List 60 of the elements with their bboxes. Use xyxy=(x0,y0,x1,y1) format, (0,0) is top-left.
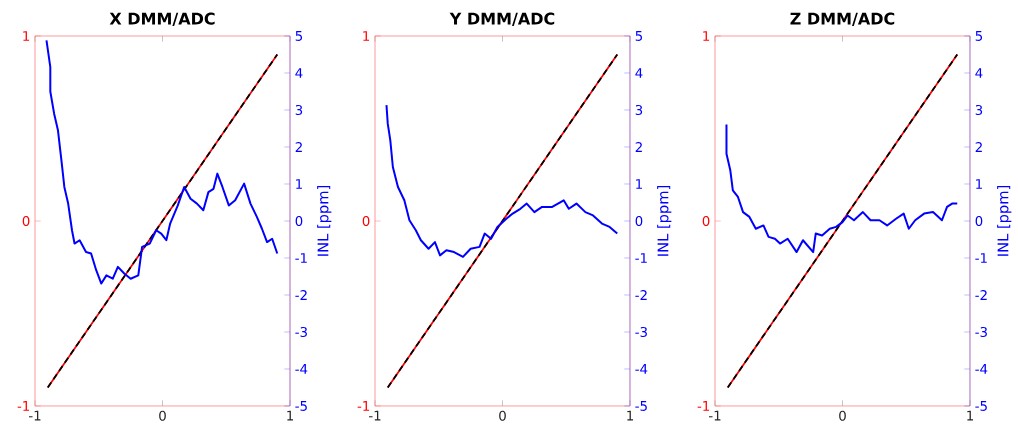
x-tick-label: 1 xyxy=(967,410,974,421)
x-tick-label: 0 xyxy=(499,410,506,421)
y2-tick-label: -3 xyxy=(975,326,987,338)
y-tick-label: -1 xyxy=(17,401,30,411)
y2-tick-label: 5 xyxy=(295,31,303,41)
y2-axis-title: INL [ppm] xyxy=(317,186,332,256)
y2-tick-label: -1 xyxy=(635,253,647,263)
y2-tick-label: 3 xyxy=(635,104,643,116)
y2-tick-label: 3 xyxy=(975,104,983,116)
y2-tick-label: 0 xyxy=(975,215,983,227)
y2-tick-label: -3 xyxy=(635,326,647,338)
x-tick-label: 1 xyxy=(287,410,294,421)
y2-tick-label: 4 xyxy=(295,68,303,78)
y2-tick-label: -1 xyxy=(295,253,307,263)
line-series xyxy=(385,104,619,258)
x-tick-label: 1 xyxy=(627,410,634,421)
x-tick-label: -1 xyxy=(29,410,41,421)
y2-tick-label: -2 xyxy=(975,290,987,300)
y2-tick-label: 4 xyxy=(635,68,643,78)
y2-tick-label: -2 xyxy=(635,290,647,300)
x-tick-label: -1 xyxy=(709,410,721,421)
y2-tick-label: -3 xyxy=(295,326,307,338)
y-tick-label: 0 xyxy=(22,215,30,227)
y2-tick-label: -5 xyxy=(295,401,307,411)
line-series xyxy=(725,123,959,254)
y-tick-label: 1 xyxy=(703,31,710,41)
y2-tick-label: 2 xyxy=(635,142,642,152)
y2-tick-label: 5 xyxy=(635,31,643,41)
x-tick-label: -1 xyxy=(369,410,381,421)
y-tick-label: 0 xyxy=(362,215,370,227)
y2-axis-title: INL [ppm] xyxy=(997,186,1012,256)
y2-tick-label: 5 xyxy=(975,31,983,41)
y2-tick-label: -4 xyxy=(635,364,648,374)
y2-tick-label: -5 xyxy=(635,401,647,411)
chart-title: Y DMM/ADC xyxy=(449,12,555,26)
x-tick-label: 0 xyxy=(159,410,166,421)
y2-tick-label: 3 xyxy=(295,104,303,116)
y2-tick-label: 0 xyxy=(635,215,643,227)
y-tick-label: 0 xyxy=(702,215,710,227)
y2-tick-label: 1 xyxy=(296,179,302,189)
y2-tick-label: 2 xyxy=(295,142,302,152)
y2-tick-label: 4 xyxy=(975,68,983,78)
y2-tick-label: 1 xyxy=(636,179,642,189)
chart-title: Z DMM/ADC xyxy=(790,12,895,26)
y2-axis-title: INL [ppm] xyxy=(657,186,672,256)
x-tick-label: 0 xyxy=(839,410,846,421)
y2-tick-label: 1 xyxy=(976,179,982,189)
y2-tick-label: -4 xyxy=(295,364,308,374)
y2-tick-label: -2 xyxy=(295,290,307,300)
y-tick-label: -1 xyxy=(697,401,710,411)
line-series xyxy=(45,39,279,285)
y2-tick-label: 0 xyxy=(295,215,303,227)
y2-tick-label: -1 xyxy=(975,253,987,263)
y-tick-label: -1 xyxy=(357,401,370,411)
y-tick-label: 1 xyxy=(23,31,30,41)
y2-tick-label: -4 xyxy=(975,364,988,374)
chart-title: X DMM/ADC xyxy=(109,12,215,26)
y-tick-label: 1 xyxy=(363,31,370,41)
y2-tick-label: -5 xyxy=(975,401,987,411)
y2-tick-label: 2 xyxy=(975,142,982,152)
